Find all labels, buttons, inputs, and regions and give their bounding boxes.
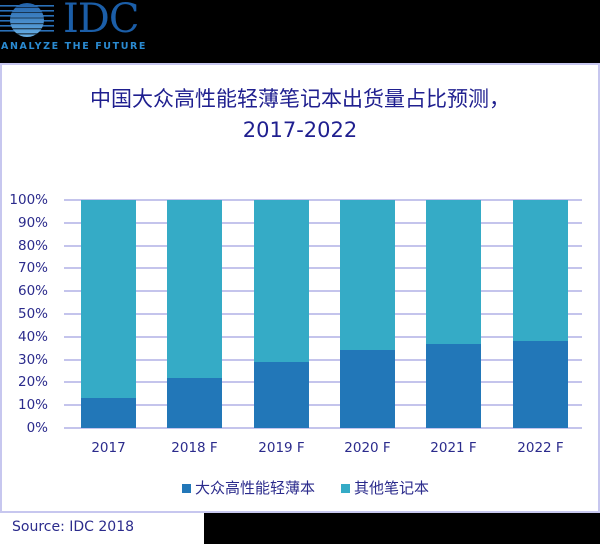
chart-panel: 中国大众高性能轻薄笔记本出货量占比预测， 2017-2022 100% 90% 80… bbox=[0, 63, 600, 513]
bar-2021-f bbox=[426, 200, 481, 428]
gridline bbox=[64, 244, 582, 247]
y-axis-tick-label: 50% bbox=[17, 306, 48, 322]
chart-legend: 大众高性能轻薄本 其他笔记本 bbox=[2, 478, 598, 498]
bar-2018-f bbox=[167, 200, 222, 428]
bar-segment-thin-light bbox=[167, 377, 222, 428]
y-axis-tick-label: 40% bbox=[17, 328, 48, 345]
gridline bbox=[64, 199, 582, 201]
bar-2019-f bbox=[254, 200, 309, 428]
gridline bbox=[64, 427, 582, 429]
bar-2020-f bbox=[340, 200, 395, 428]
idc-logo: IDC ANALYZE THE FUTURE bbox=[0, 0, 150, 58]
x-axis-tick-label: 2017 bbox=[91, 440, 126, 456]
bar-segment-other bbox=[167, 200, 222, 378]
bar-segment-thin-light bbox=[81, 398, 136, 428]
bar-segment-thin-light bbox=[426, 343, 481, 428]
y-axis-tick-label: 100% bbox=[9, 192, 48, 208]
bar-segment-thin-light bbox=[340, 350, 395, 428]
chart-title-line2: 2017-2022 bbox=[242, 118, 358, 142]
y-axis-tick-label: 70% bbox=[17, 260, 48, 277]
gridline bbox=[64, 267, 582, 270]
legend-label: 大众高性能轻薄本 bbox=[195, 479, 316, 497]
bar-segment-thin-light bbox=[513, 341, 568, 428]
y-axis-tick-label: 10% bbox=[17, 397, 48, 414]
gridline bbox=[64, 290, 582, 293]
legend-label: 其他笔记本 bbox=[354, 479, 430, 497]
chart-title-line1: 中国大众高性能轻薄笔记本出货量占比预测， bbox=[90, 87, 510, 111]
legend-swatch-icon bbox=[182, 483, 191, 493]
y-axis-tick-label: 60% bbox=[17, 283, 48, 300]
bar-segment-other bbox=[254, 200, 309, 362]
y-axis-tick-label: 20% bbox=[17, 374, 48, 391]
gridline bbox=[64, 358, 582, 361]
x-axis-tick-label: 2021 F bbox=[430, 440, 477, 456]
y-axis-tick-label: 0% bbox=[26, 420, 48, 436]
legend-item-thin-light: 大众高性能轻薄本 bbox=[182, 478, 315, 498]
y-axis-tick-label: 80% bbox=[17, 237, 48, 254]
bar-segment-other bbox=[81, 200, 136, 399]
idc-globe-icon bbox=[0, 3, 54, 37]
x-axis-tick-label: 2020 F bbox=[344, 440, 391, 456]
gridline bbox=[64, 221, 582, 224]
bar-2022-f bbox=[513, 200, 568, 428]
bar-segment-other bbox=[426, 200, 481, 344]
x-axis-tick-label: 2019 F bbox=[258, 440, 305, 456]
x-axis-tick-label: 2022 F bbox=[517, 440, 564, 456]
gridline bbox=[64, 335, 582, 338]
bar-segment-other bbox=[340, 200, 395, 351]
gridline bbox=[64, 313, 582, 315]
bar-segment-thin-light bbox=[254, 361, 309, 428]
gridline bbox=[64, 381, 582, 384]
plot-area: 100% 90% 80% 70% 60% 50% 40% 30% 20% 10% 0% 2017 201… bbox=[2, 65, 598, 511]
chart-title: 中国大众高性能轻薄笔记本出货量占比预测， 2017-2022 bbox=[2, 84, 598, 146]
idc-tagline: ANALYZE THE FUTURE bbox=[1, 41, 148, 52]
y-axis-tick-label: 30% bbox=[17, 351, 48, 368]
legend-swatch-icon bbox=[341, 483, 350, 493]
source-text: Source: IDC 2018 bbox=[12, 519, 135, 535]
source-note: Source: IDC 2018 bbox=[0, 513, 204, 544]
y-axis-tick-label: 90% bbox=[17, 214, 48, 231]
idc-wordmark: IDC bbox=[63, 0, 139, 42]
gridline bbox=[64, 404, 582, 407]
bar-segment-other bbox=[513, 200, 568, 342]
legend-item-other: 其他笔记本 bbox=[341, 478, 429, 498]
x-axis-tick-label: 2018 F bbox=[171, 440, 218, 456]
bar-2017 bbox=[81, 200, 136, 428]
